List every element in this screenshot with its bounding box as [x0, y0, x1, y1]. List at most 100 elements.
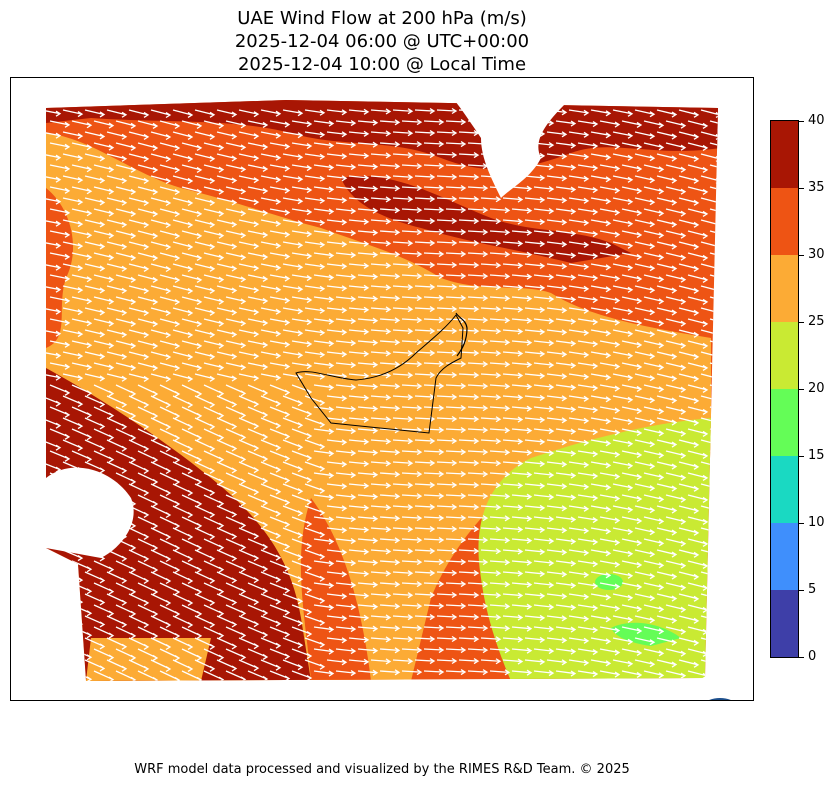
wind-arrow: [634, 153, 656, 162]
wind-arrow: [546, 505, 568, 512]
wind-arrow: [634, 461, 656, 470]
wind-arrow: [401, 405, 423, 412]
wind-arrow: [392, 218, 414, 225]
colorbar-segment-5-10: [771, 523, 798, 590]
wind-arrow: [203, 384, 225, 397]
wind-arrow: [291, 648, 313, 660]
wind-arrow: [423, 338, 445, 346]
wind-arrow: [260, 527, 282, 539]
wind-arrow: [304, 461, 326, 472]
wind-arrow: [590, 219, 612, 227]
wind-arrow: [181, 494, 203, 507]
wind-arrow: [62, 307, 84, 316]
colorbar-tick-label: 0: [808, 649, 817, 664]
wind-arrow: [203, 560, 225, 573]
wind-arrow: [621, 406, 643, 415]
wind-arrow: [313, 120, 335, 127]
wind-arrow: [709, 340, 718, 350]
wind-arrow: [313, 560, 335, 567]
wind-arrow: [392, 636, 414, 643]
wind-arrow: [71, 296, 93, 305]
wind-arrow: [502, 504, 524, 511]
wind-arrow: [511, 515, 533, 522]
wind-arrow: [71, 406, 93, 419]
wind-arrow: [414, 503, 436, 511]
wind-arrow: [348, 284, 370, 291]
wind-arrow: [533, 604, 555, 611]
wind-arrow: [643, 120, 665, 129]
wind-arrow: [467, 493, 489, 500]
wind-arrow: [159, 362, 181, 372]
wind-arrow: [238, 351, 260, 360]
wind-arrow: [49, 428, 71, 440]
wind-arrow: [172, 175, 194, 184]
wind-arrow: [524, 504, 546, 511]
wind-arrow: [49, 604, 71, 616]
wind-arrow: [247, 648, 269, 661]
wind-arrow: [656, 637, 678, 646]
wind-arrow: [348, 526, 370, 533]
wind-arrow: [423, 470, 445, 478]
wind-arrow: [458, 570, 480, 577]
wind-arrow: [203, 340, 225, 349]
wind-arrow: [379, 603, 401, 610]
wind-arrow: [423, 162, 445, 170]
wind-arrow: [84, 219, 106, 228]
wind-arrow: [260, 483, 282, 495]
wind-band-35-40-south: [46, 368, 311, 681]
wind-arrow: [379, 207, 401, 214]
wind-arrow: [225, 582, 247, 595]
wind-arrow: [357, 163, 379, 170]
map-subtitle-local: 2025-12-04 10:00 @ Local Time: [237, 54, 527, 75]
wind-arrow: [71, 450, 93, 463]
wind-arrow: [656, 417, 678, 426]
wind-arrow: [106, 307, 128, 316]
wind-arrow: [159, 186, 181, 196]
wind-arrow: [357, 537, 379, 544]
wind-arrow: [577, 120, 599, 128]
wind-arrow: [524, 218, 546, 225]
wind-arrow: [62, 351, 84, 360]
wind-arrow: [238, 373, 260, 382]
wind-arrow: [238, 417, 260, 430]
wind-arrow: [238, 461, 260, 474]
wind-arrow: [335, 538, 357, 545]
wind-arrow: [533, 252, 555, 259]
wind-map: [46, 96, 718, 681]
wind-arrow: [194, 241, 216, 250]
wind-arrow: [260, 241, 282, 249]
wind-arrow: [216, 307, 238, 316]
wind-arrow: [260, 461, 282, 473]
wind-arrow: [269, 208, 291, 216]
wind-arrow: [489, 229, 511, 236]
wind-arrow: [379, 493, 401, 500]
wind-arrow: [106, 241, 128, 250]
wind-arrow: [203, 362, 225, 371]
wind-arrow: [71, 164, 93, 173]
wind-arrow: [370, 350, 392, 357]
wind-arrow: [194, 637, 216, 650]
wind-arrow: [225, 274, 247, 283]
wind-arrow: [128, 153, 150, 162]
wind-arrow: [46, 659, 62, 671]
wind-arrow: [159, 230, 181, 240]
wind-arrow: [137, 384, 159, 398]
wind-arrow: [511, 449, 533, 456]
wind-arrow: [656, 571, 678, 580]
wind-arrow: [546, 439, 568, 446]
wind-arrow: [84, 461, 106, 474]
wind-arrow: [502, 548, 524, 555]
wind-arrow: [84, 197, 106, 206]
wind-arrow: [643, 538, 665, 547]
wind-arrow: [128, 615, 150, 628]
wind-arrow: [678, 461, 700, 470]
wind-arrow: [260, 395, 282, 407]
wind-arrow: [656, 197, 678, 206]
wind-arrow: [225, 450, 247, 463]
wind-arrow: [458, 548, 480, 555]
wind-arrow: [128, 175, 150, 184]
wind-arrow: [313, 208, 335, 215]
wind-arrow: [71, 428, 93, 441]
wind-arrow: [709, 120, 718, 130]
wind-arrow: [634, 439, 656, 448]
